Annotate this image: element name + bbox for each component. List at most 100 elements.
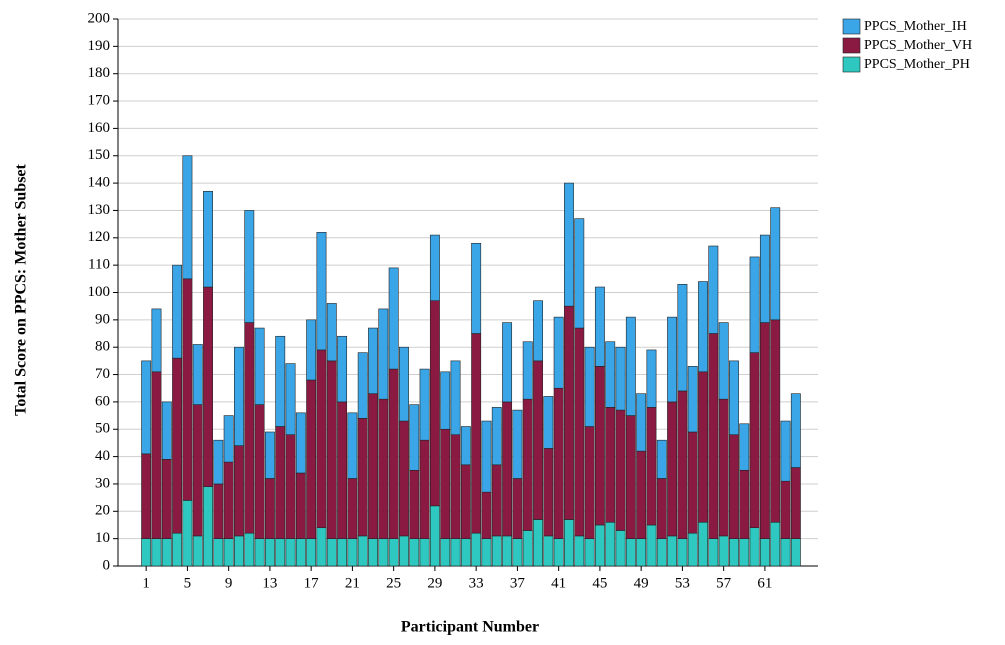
y-tick-label: 140 xyxy=(88,175,111,191)
bar-segment xyxy=(646,524,657,567)
y-tick-label: 180 xyxy=(88,65,111,81)
legend-label: PPCS_Mother_VH xyxy=(864,38,972,53)
bar-segment xyxy=(471,333,482,534)
bar-segment xyxy=(502,322,513,403)
bar-segment xyxy=(388,368,399,539)
bar-segment xyxy=(594,286,605,367)
bar-segment xyxy=(759,322,770,539)
bar-segment xyxy=(378,538,389,567)
bar-segment xyxy=(564,182,574,307)
bar-segment xyxy=(677,390,688,539)
bar-segment xyxy=(656,478,667,539)
bar-segment xyxy=(625,538,636,567)
bar-segment xyxy=(790,393,801,468)
bar-segment xyxy=(615,530,626,567)
bar-segment xyxy=(770,207,781,321)
x-tick-label: 1 xyxy=(142,575,150,591)
bar-segment xyxy=(192,535,203,567)
bar-segment xyxy=(708,245,719,334)
bar-segment xyxy=(399,420,409,537)
x-tick-label: 13 xyxy=(262,575,277,591)
bar-segment xyxy=(625,415,636,539)
y-tick-label: 0 xyxy=(103,557,111,573)
bar-segment xyxy=(543,448,554,537)
bar-segment xyxy=(533,360,543,520)
y-axis-title: Total Score on PPCS: Mother Subset xyxy=(13,163,30,415)
bar-segment xyxy=(708,333,719,539)
y-tick-label: 130 xyxy=(88,202,111,218)
x-tick-label: 9 xyxy=(225,575,233,591)
bar-segment xyxy=(440,428,451,539)
bar-segment xyxy=(182,500,193,567)
bar-segment xyxy=(718,398,729,537)
bar-segment xyxy=(574,327,585,537)
bar-segment xyxy=(594,524,605,567)
bar-segment xyxy=(440,371,451,430)
bar-segment xyxy=(687,431,698,534)
bar-segment xyxy=(605,521,616,567)
bar-segment xyxy=(749,352,760,529)
bar-segment xyxy=(708,538,719,567)
bar-segment xyxy=(450,538,461,567)
bar-segment xyxy=(605,341,616,408)
bar-segment xyxy=(306,538,317,567)
y-tick-label: 90 xyxy=(95,311,110,327)
bar-segment xyxy=(254,327,265,405)
bar-segment xyxy=(275,335,286,427)
bar-segment xyxy=(677,283,688,392)
bar-segment xyxy=(502,535,513,567)
bar-segment xyxy=(234,445,244,537)
y-tick-label: 120 xyxy=(88,229,111,245)
bar-segment xyxy=(419,439,430,539)
bar-segment xyxy=(656,439,667,479)
bar-segment xyxy=(368,327,378,394)
bar-segment xyxy=(522,398,533,531)
bar-segment xyxy=(347,538,358,567)
y-tick-label: 200 xyxy=(88,10,111,26)
x-tick-label: 17 xyxy=(304,575,320,591)
bar-segment xyxy=(337,538,348,567)
bar-segment xyxy=(141,453,152,539)
bar-segment xyxy=(759,538,770,567)
bar-segment xyxy=(481,538,492,567)
bar-segment xyxy=(543,396,554,449)
legend-label: PPCS_Mother_IH xyxy=(864,19,967,34)
y-tick-label: 100 xyxy=(88,284,111,300)
bar-segment xyxy=(522,341,533,400)
bar-segment xyxy=(419,368,430,441)
x-tick-label: 41 xyxy=(551,575,566,591)
bar-segment xyxy=(285,434,296,539)
bar-segment xyxy=(667,535,678,567)
bar-segment xyxy=(584,426,595,539)
legend-swatch xyxy=(842,37,861,54)
bar-segment xyxy=(244,210,255,323)
bar-segment xyxy=(182,155,193,280)
bar-segment xyxy=(584,538,595,567)
bar-segment xyxy=(574,535,585,567)
bar-segment xyxy=(161,538,172,567)
bar-segment xyxy=(460,538,471,567)
bar-segment xyxy=(481,491,492,539)
bar-segment xyxy=(739,538,750,567)
bar-segment xyxy=(172,532,183,567)
bar-segment xyxy=(409,538,420,567)
bar-segment xyxy=(192,404,203,537)
bar-segment xyxy=(357,418,368,537)
y-tick-label: 190 xyxy=(88,38,111,54)
bar-segment xyxy=(677,538,688,567)
bar-segment xyxy=(326,303,337,362)
bar-segment xyxy=(667,316,678,403)
y-tick-label: 150 xyxy=(88,147,111,163)
bar-segment xyxy=(151,538,162,567)
y-tick-label: 110 xyxy=(88,257,110,273)
bar-segment xyxy=(203,286,213,487)
bar-segment xyxy=(440,538,451,567)
bar-segment xyxy=(553,538,564,567)
bar-segment xyxy=(646,349,657,408)
bar-segment xyxy=(388,267,399,370)
bar-segment xyxy=(234,346,244,446)
bar-segment xyxy=(192,344,203,405)
bar-segment xyxy=(729,434,739,539)
bar-segment xyxy=(254,404,265,539)
bar-segment xyxy=(522,530,533,567)
